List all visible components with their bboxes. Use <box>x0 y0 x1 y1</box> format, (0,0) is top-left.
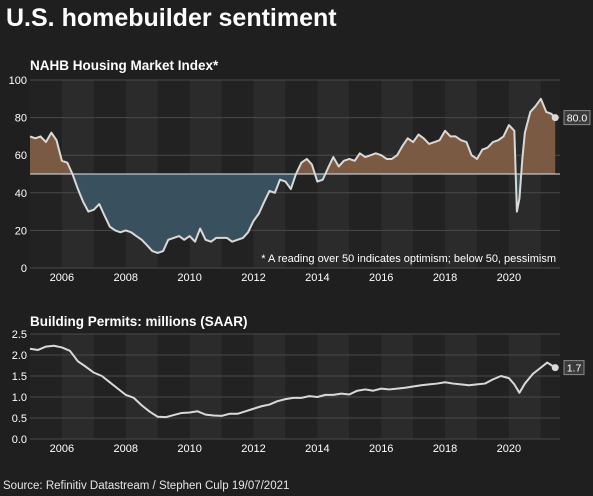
nahb-panel-title: NAHB Housing Market Index* <box>30 58 219 73</box>
chart-title: U.S. homebuilder sentiment <box>6 4 337 32</box>
x-tick-label: 2014 <box>305 272 329 284</box>
series-line <box>29 97 556 254</box>
permits-panel-title: Building Permits: millions (SAAR) <box>30 314 248 329</box>
x-tick-label: 2012 <box>241 272 265 284</box>
y-tick-label: 20 <box>15 225 27 237</box>
x-tick-label: 2018 <box>433 272 457 284</box>
pessimism-area <box>30 174 556 253</box>
y-tick-label: 60 <box>15 150 27 162</box>
y-tick-label: 80 <box>15 113 27 125</box>
x-tick-label: 2008 <box>114 272 138 284</box>
x-tick-label: 2010 <box>177 272 201 284</box>
last-value-badge <box>563 110 591 126</box>
last-value-label: 80.0 <box>567 113 588 125</box>
source-note: Source: Refinitiv Datastream / Stephen C… <box>3 480 290 492</box>
y-tick-label: 0 <box>21 263 27 275</box>
footnote-annotation: * A reading over 50 indicates optimism; … <box>261 253 556 265</box>
y-tick-label: 100 <box>9 75 27 87</box>
last-point-marker <box>551 114 559 122</box>
optimism-area <box>30 98 556 174</box>
x-tick-label: 2006 <box>50 272 74 284</box>
y-tick-label: 40 <box>15 188 27 200</box>
x-tick-label: 2020 <box>497 272 521 284</box>
x-tick-label: 2016 <box>369 272 393 284</box>
